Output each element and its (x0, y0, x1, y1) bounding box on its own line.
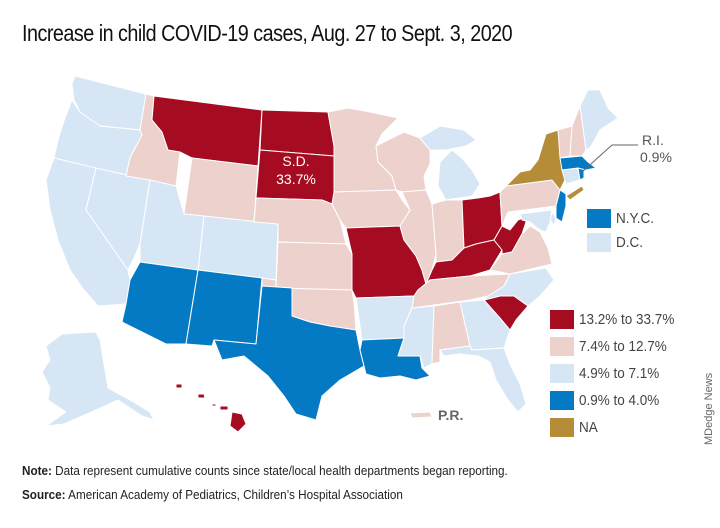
state-FL[interactable] (439, 345, 527, 413)
note-label: Note: (22, 463, 52, 478)
state-NY[interactable] (505, 129, 567, 191)
state-MD[interactable] (519, 209, 553, 233)
ri-name-label: R.I. (642, 132, 664, 148)
state-NC[interactable] (483, 267, 555, 307)
state-ME[interactable] (579, 89, 619, 151)
legend-swatch (550, 418, 574, 437)
legend-label: N.Y.C. (616, 209, 655, 227)
source-text: American Academy of Pediatrics, Children… (65, 487, 403, 502)
sd-value-label: 33.7% (276, 171, 316, 187)
legend-swatch (550, 310, 574, 329)
map-title: Increase in child COVID-19 cases, Aug. 2… (22, 20, 513, 46)
state-TX[interactable] (213, 285, 365, 421)
source-label: Source: (22, 487, 66, 502)
source-line: Source: American Academy of Pediatrics, … (22, 487, 403, 502)
legend-label: D.C. (616, 233, 643, 251)
legend-item-low: 0.9% to 4.0% (550, 387, 685, 414)
legend-swatch (587, 208, 611, 228)
state-KS[interactable] (275, 241, 353, 291)
legend-item-nyc: N.Y.C. (587, 206, 658, 230)
state-VA[interactable] (489, 225, 553, 275)
legend-label: NA (579, 419, 598, 436)
sd-name-label: S.D. (282, 153, 309, 169)
ri-callout-line (581, 144, 638, 173)
territory-PR[interactable] (409, 411, 433, 419)
ri-value-label: 0.9% (640, 149, 672, 165)
state-NM[interactable] (185, 269, 263, 347)
state-HI[interactable] (175, 383, 247, 433)
legend-label: 13.2% to 33.7% (579, 311, 675, 328)
legend-item-midhigh: 7.4% to 12.7% (550, 333, 685, 360)
legend-swatch (550, 337, 574, 356)
state-AK[interactable] (41, 331, 155, 427)
legend-item-midlow: 4.9% to 7.1% (550, 360, 685, 387)
state-WV[interactable] (493, 215, 529, 255)
legend-item-dc: D.C. (587, 230, 658, 254)
legend-swatch (550, 364, 574, 383)
footnote: Note: Data represent cumulative counts s… (22, 463, 508, 478)
state-NH[interactable] (569, 105, 587, 157)
state-MA[interactable] (559, 155, 597, 171)
state-NYC[interactable] (565, 185, 585, 201)
us-choropleth-map: S.D. 33.7% R.I. 0.9% P.R. (41, 75, 672, 433)
legend-label: 7.4% to 12.7% (579, 338, 667, 355)
legend-item-na: NA (550, 414, 685, 441)
city-legend: N.Y.C. D.C. (587, 206, 658, 254)
watermark: MDedge News (703, 372, 715, 445)
state-ND[interactable] (259, 109, 335, 157)
legend-label: 0.9% to 4.0% (579, 392, 660, 409)
legend-item-high: 13.2% to 33.7% (550, 306, 685, 333)
state-IL[interactable] (399, 189, 437, 285)
state-MS[interactable] (397, 305, 435, 369)
legend-swatch (550, 391, 574, 410)
state-CO[interactable] (197, 215, 279, 281)
note-text: Data represent cumulative counts since s… (51, 463, 508, 478)
state-IA[interactable] (331, 189, 411, 229)
state-AZ[interactable] (121, 261, 199, 345)
state-MI[interactable] (419, 125, 481, 201)
state-WI[interactable] (375, 131, 431, 193)
pr-label: P.R. (438, 407, 463, 423)
legend-swatch (587, 232, 611, 252)
state-WY[interactable] (183, 157, 259, 223)
color-legend: 13.2% to 33.7% 7.4% to 12.7% 4.9% to 7.1… (550, 306, 685, 441)
legend-label: 4.9% to 7.1% (579, 365, 660, 382)
